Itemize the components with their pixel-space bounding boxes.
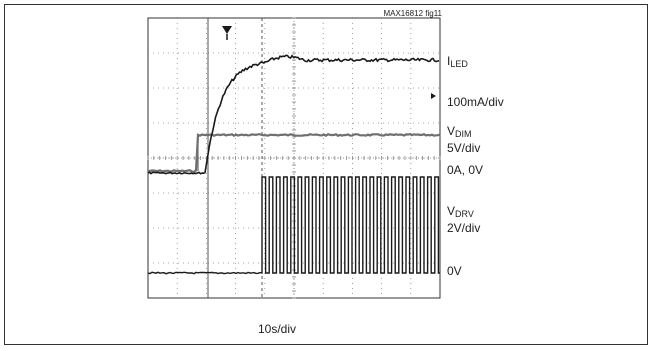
figure-frame xyxy=(4,4,648,345)
iled-label: ILED xyxy=(447,54,468,70)
vdrv-zero-label: 0V xyxy=(447,264,462,278)
vdrv-trace xyxy=(147,176,440,275)
vdrv-scale-label: 2V/div xyxy=(447,221,481,235)
iled-scale-label: 100mA/div xyxy=(447,95,504,109)
level-marker-icon xyxy=(431,93,436,99)
vdim-trace xyxy=(147,132,441,173)
x-scale-label: 10s/div xyxy=(258,322,297,336)
trigger-marker-icon xyxy=(222,26,232,34)
vdim-scale-label: 5V/div xyxy=(447,141,481,155)
vdim-label: VDIM xyxy=(447,124,472,140)
vdrv-label: VDRV xyxy=(447,204,474,220)
figure-id: MAX16812 fig11 xyxy=(383,9,442,18)
zero-reference-label: 0A, 0V xyxy=(447,163,484,177)
iled-trace xyxy=(147,54,440,175)
